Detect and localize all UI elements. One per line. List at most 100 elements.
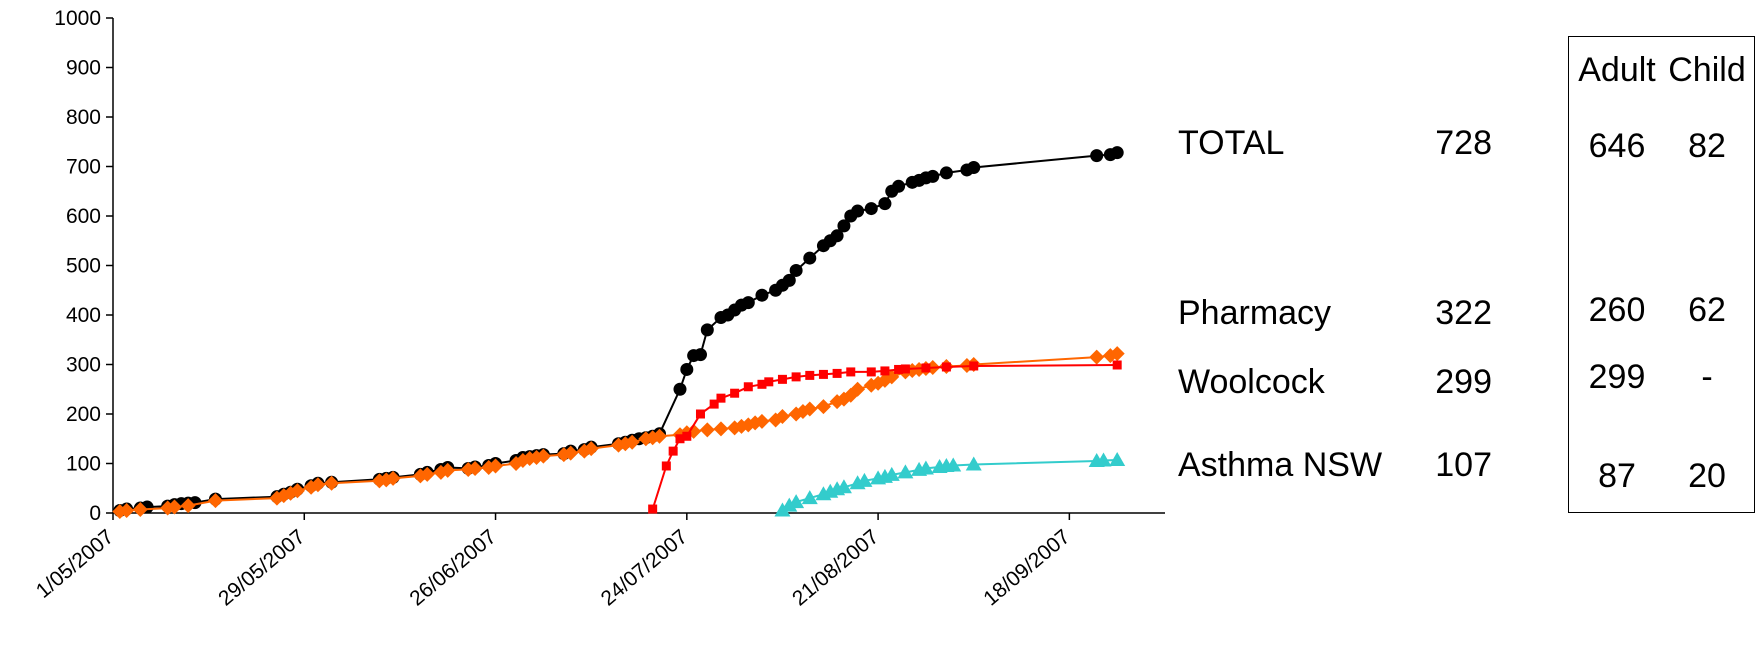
data-point [969, 361, 979, 371]
adult-header: Adult [1578, 51, 1656, 89]
data-point [1090, 149, 1104, 163]
data-point [789, 263, 803, 277]
data-point [1089, 349, 1105, 365]
data-point [166, 499, 182, 515]
data-point [788, 494, 805, 509]
data-point [709, 399, 719, 409]
data-point [864, 202, 878, 216]
y-tick-label: 400 [66, 304, 101, 327]
data-point [777, 374, 787, 384]
data-point [180, 498, 196, 514]
y-tick-label: 200 [66, 403, 101, 426]
line-chart: 0 100 200 300 400 500 600 700 800 900 1000 1/05/20… [32, 7, 1165, 610]
data-point [699, 422, 715, 438]
data-point [324, 475, 340, 491]
data-point [815, 399, 831, 415]
x-tick-label: 1/05/2007 [32, 525, 118, 603]
pharmacy-child: 62 [1688, 291, 1726, 329]
data-point [741, 296, 755, 310]
y-axis: 0 100 200 300 400 500 600 700 800 900 1000 [54, 7, 114, 525]
y-tick-label: 900 [66, 57, 101, 80]
data-point [648, 504, 658, 514]
x-tick-label: 29/05/2007 [214, 525, 309, 610]
data-point [583, 441, 599, 457]
data-point [926, 169, 940, 183]
woolcock-child: - [1701, 358, 1713, 396]
data-point [1109, 346, 1125, 362]
pharmacy-adult: 260 [1588, 291, 1646, 329]
data-point [682, 431, 692, 441]
data-point [764, 377, 774, 387]
data-point [385, 470, 401, 486]
data-point [805, 370, 815, 380]
data-point [801, 490, 818, 505]
label-pharmacy-count: 322 [1435, 294, 1492, 332]
data-point [921, 363, 931, 373]
data-point [837, 219, 851, 233]
x-tick-label: 21/08/2007 [788, 525, 883, 610]
data-point [467, 460, 483, 476]
data-point [693, 348, 707, 362]
y-tick-label: 1000 [54, 7, 101, 30]
data-point [440, 462, 456, 478]
data-point [802, 401, 818, 417]
data-point [883, 466, 900, 481]
data-point [897, 464, 914, 479]
y-tick-label: 800 [66, 106, 101, 129]
data-point [716, 393, 726, 403]
data-point [668, 446, 678, 456]
data-point [730, 388, 740, 398]
series-area [112, 146, 1126, 520]
data-point [967, 160, 981, 174]
total-child: 82 [1688, 127, 1726, 165]
data-point [661, 461, 671, 471]
data-point [846, 367, 856, 377]
data-point [880, 366, 890, 376]
data-point [695, 409, 705, 419]
data-point [851, 204, 865, 218]
asthma-adult: 87 [1598, 457, 1636, 495]
y-tick-label: 700 [66, 156, 101, 179]
y-tick-label: 600 [66, 205, 101, 228]
data-point [965, 456, 982, 471]
x-tick-label: 26/06/2007 [405, 525, 500, 610]
label-total-count: 728 [1435, 124, 1492, 162]
data-point [791, 372, 801, 382]
data-point [782, 273, 796, 287]
label-total-name: TOTAL [1178, 124, 1285, 162]
y-tick-label: 300 [66, 354, 101, 377]
data-point [700, 323, 714, 337]
data-point [945, 457, 962, 472]
series-line [119, 352, 1118, 513]
data-point [680, 362, 694, 376]
woolcock-adult: 299 [1588, 358, 1646, 396]
asthma-child: 20 [1688, 457, 1726, 495]
total-adult: 646 [1588, 127, 1646, 165]
series-line [119, 151, 1118, 512]
data-point [892, 179, 906, 193]
data-point [289, 483, 305, 499]
x-tick-label: 18/09/2007 [979, 525, 1074, 610]
data-point [119, 503, 135, 519]
data-point [832, 368, 842, 378]
data-point [939, 166, 953, 180]
data-point [713, 421, 729, 437]
x-tick-label: 24/07/2007 [597, 525, 692, 610]
label-pharmacy-name: Pharmacy [1178, 294, 1332, 332]
data-point [651, 428, 667, 444]
data-point [835, 479, 852, 494]
adult-child-breakdown: Adult Child 646 82 260 62 299 - 87 20 [1568, 36, 1755, 513]
data-point [917, 460, 934, 475]
data-point [419, 466, 435, 482]
data-point [675, 434, 685, 444]
data-point [743, 382, 753, 392]
data-point [673, 382, 687, 396]
data-point [755, 288, 769, 302]
data-point [774, 502, 791, 517]
data-point [207, 493, 223, 509]
data-point [1112, 360, 1122, 370]
data-point [563, 445, 579, 461]
data-point [310, 477, 326, 493]
data-point [803, 251, 817, 265]
label-woolcock-count: 299 [1435, 363, 1492, 401]
